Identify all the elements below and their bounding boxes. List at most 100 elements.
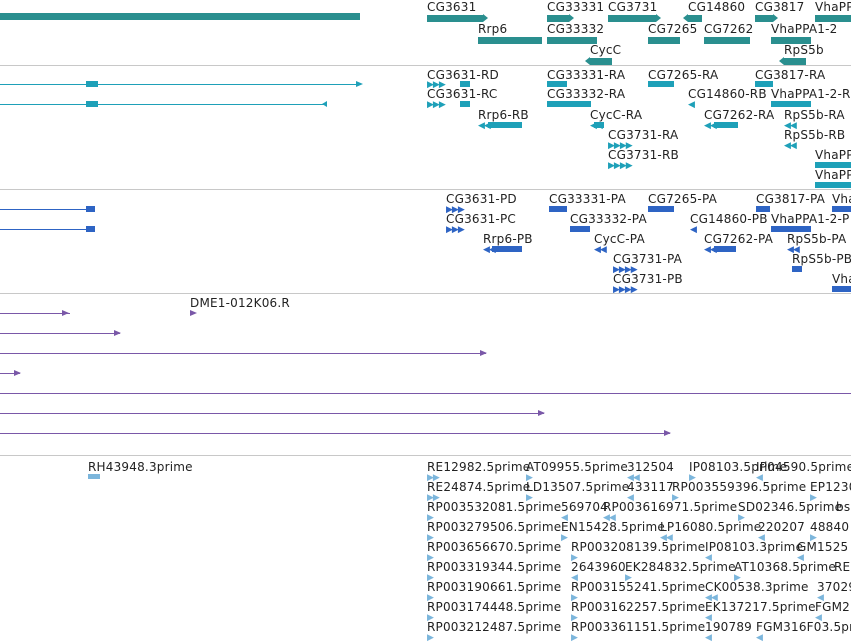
feature-label: CG33331 [547, 0, 605, 14]
exon-chevron-icon: ◀◀ [704, 245, 717, 255]
exon-chevron-icon: ◀ [690, 225, 697, 235]
feature-block [547, 101, 591, 107]
exon-chevron-icon: ▶▶▶▶ [613, 265, 638, 275]
exon-chevron-icon: ◀◀ [660, 533, 673, 543]
feature-label: CG14860-RB [688, 87, 767, 101]
exon-chevron-icon: ▶ [672, 493, 679, 503]
strand-arrow-icon [779, 57, 784, 65]
feature-label: CG7262 [704, 22, 754, 36]
feature-label: CG3631-RD [427, 68, 499, 82]
feature-label: IP04590.5prime [756, 460, 851, 474]
feature-label: RP003212487.5prime [427, 620, 562, 634]
feature-block [478, 37, 542, 44]
exon-chevron-icon: ▶▶▶ [427, 100, 446, 110]
feature-label: 190789 [705, 620, 753, 634]
feature-block [784, 58, 806, 65]
exon-chevron-icon: ▶ [738, 513, 745, 523]
feature-block [771, 101, 811, 107]
exon-chevron-icon: ▶ [427, 633, 434, 642]
feature-block [86, 226, 95, 232]
track-genes: CG3631 Rrp6 CG33331 CG33332 CG3731 CycC CG1486… [0, 0, 851, 66]
track-transcripts: CG3631-RD ▶▶▶ CG3631-RC ▶▶▶ Rrp6-RB ◀◀ CG33331… [0, 66, 851, 190]
feature-block [492, 246, 522, 252]
feature-label: CG33332-RA [547, 87, 626, 101]
exon-chevron-icon: ▶▶▶▶ [613, 285, 638, 295]
strand-arrow-icon [656, 14, 661, 22]
exon-chevron-icon: ◀◀ [483, 245, 496, 255]
strand-arrow-icon [683, 14, 688, 22]
feature-label: RP003532081.5prime [427, 500, 562, 514]
feature-label: CG3731-PA [613, 252, 683, 266]
feature-label: Vhal [832, 272, 851, 286]
feature-label: RpS5b-RB [784, 128, 846, 142]
exon-chevron-icon: ▶ [427, 593, 434, 603]
feature-block [427, 15, 483, 22]
feature-label: CG7265-PA [648, 192, 718, 206]
track-clones: DME1-012K06.R [0, 294, 851, 454]
strand-arrow-icon [322, 101, 327, 107]
feature-label: Rrp6-PB [483, 232, 533, 246]
exon-chevron-icon: ◀◀ [594, 245, 607, 255]
feature-label: Rrp6-RB [478, 108, 529, 122]
feature-line [0, 433, 670, 434]
feature-label: LP16080.5prime [660, 520, 762, 534]
exon-chevron-icon: ◀ [705, 633, 712, 642]
feature-label: CG33332 [547, 22, 605, 36]
feature-block [547, 15, 569, 22]
feature-label: RP003361151.5prime [571, 620, 706, 634]
feature-block [86, 206, 95, 212]
feature-line [0, 84, 360, 85]
feature-label: CG3731 [608, 0, 658, 14]
exon-chevron-icon: ▶ [427, 513, 434, 523]
feature-label: GM1525 [797, 540, 849, 554]
feature-block [88, 474, 100, 479]
feature-block [590, 58, 612, 65]
exon-chevron-icon: ▶ [561, 533, 568, 543]
feature-block [714, 122, 738, 128]
track-divider [0, 293, 851, 294]
feature-label: VhaPPA1-2-P [771, 212, 850, 226]
feature-block [648, 206, 674, 212]
feature-label: CG3631-RC [427, 87, 498, 101]
feature-block [714, 246, 736, 252]
strand-arrow-icon [190, 310, 197, 316]
strand-arrow-icon [114, 330, 121, 336]
exon-chevron-icon: ▶ [571, 613, 578, 623]
feature-label: Vha [832, 192, 851, 206]
feature-label: IP08103.5prime [689, 460, 788, 474]
feature-block [460, 81, 470, 87]
track-proteins: CG3631-PD ▶▶▶ CG3631-PC ▶▶▶ Rrp6-PB ◀◀ CG33331… [0, 190, 851, 295]
feature-label: CycC [590, 43, 622, 57]
feature-label: Rrp6 [478, 22, 508, 36]
feature-label: 312504 [627, 460, 675, 474]
feature-block [547, 81, 567, 87]
exon-chevron-icon: ▶▶ [427, 493, 440, 503]
exon-chevron-icon: ▶▶▶▶ [608, 141, 633, 151]
feature-block [832, 286, 851, 292]
feature-block [771, 226, 811, 232]
feature-line [0, 373, 20, 374]
exon-chevron-icon: ◀ [705, 613, 712, 623]
exon-chevron-icon: ◀ [756, 473, 763, 483]
feature-label: SD02346.5prime [738, 500, 843, 514]
feature-block [771, 37, 811, 44]
feature-block [756, 206, 770, 212]
exon-chevron-icon: ◀◀ [627, 473, 640, 483]
feature-label: CK00538.3prime [705, 580, 809, 594]
feature-label: 220207 [758, 520, 806, 534]
feature-block [608, 15, 656, 22]
feature-label: CG3731-RA [608, 128, 679, 142]
exon-chevron-icon: ◀◀ [787, 245, 800, 255]
feature-label: AT09955.5prime [526, 460, 628, 474]
strand-arrow-icon [480, 350, 487, 356]
feature-label: VhaPP [815, 0, 851, 14]
feature-label: CG3731-RB [608, 148, 679, 162]
feature-line [0, 313, 70, 314]
feature-label: VhaPPA1-2 [771, 22, 838, 36]
feature-label: RP003190661.5prime [427, 580, 562, 594]
feature-label: 433117 [627, 480, 675, 494]
feature-label: CG33332-PA [570, 212, 647, 226]
track-ests: RH43948.3prime RE12982.5prime ▶▶ AT09955.5p… [0, 456, 851, 642]
feature-label: CG3631-PD [446, 192, 517, 206]
exon-chevron-icon: ▶ [571, 633, 578, 642]
